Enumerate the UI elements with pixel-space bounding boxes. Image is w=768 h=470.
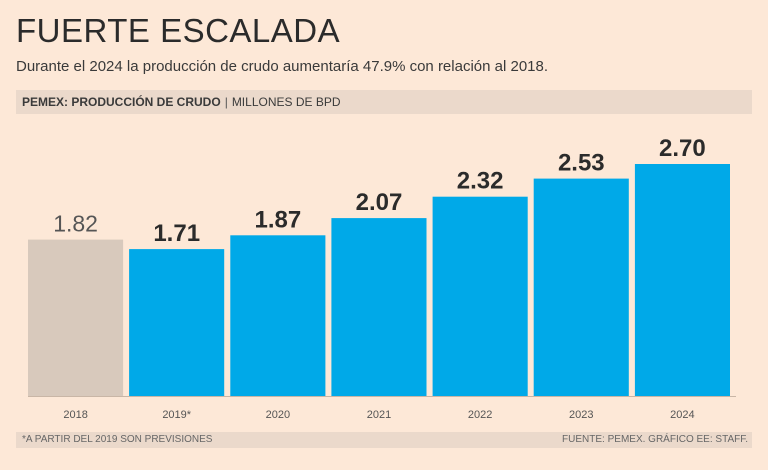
value-label-2019: 1.71 xyxy=(153,220,200,247)
source-note: FUENTE: PEMEX. GRÁFICO EE: STAFF. xyxy=(562,434,748,445)
x-tick-label-2018: 2018 xyxy=(63,409,87,421)
x-tick-label-2019: 2019* xyxy=(162,409,191,421)
x-tick-label-2020: 2020 xyxy=(266,409,290,421)
x-tick-label-2024: 2024 xyxy=(670,409,694,421)
bar-2018 xyxy=(28,239,124,396)
footer-band: *A PARTIR DEL 2019 SON PREVISIONES FUENT… xyxy=(16,432,752,448)
value-label-2020: 1.87 xyxy=(255,206,302,233)
bar-2024 xyxy=(634,164,730,396)
bar-2019 xyxy=(129,249,225,396)
unit-label: MILLONES DE BPD xyxy=(231,95,341,109)
chart-header-text: PEMEX: PRODUCCIÓN DE CRUDO | MILLONES DE B… xyxy=(22,95,341,109)
series-title: PEMEX: PRODUCCIÓN DE CRUDO xyxy=(22,95,221,109)
header-separator: | xyxy=(224,95,228,109)
bar-2020 xyxy=(230,235,326,396)
bar-2021 xyxy=(331,218,427,396)
forecast-note: *A PARTIR DEL 2019 SON PREVISIONES xyxy=(22,434,213,445)
chart-header-band: PEMEX: PRODUCCIÓN DE CRUDO | MILLONES DE B… xyxy=(16,90,752,114)
value-label-2023: 2.53 xyxy=(558,150,605,177)
chart-title: FUERTE ESCALADA xyxy=(16,12,341,49)
x-tick-label-2023: 2023 xyxy=(569,409,593,421)
value-label-2021: 2.07 xyxy=(356,189,403,216)
value-label-2022: 2.32 xyxy=(457,168,504,195)
bar-2023 xyxy=(533,178,629,396)
value-label-2024: 2.70 xyxy=(659,135,706,162)
x-tick-label-2022: 2022 xyxy=(468,409,492,421)
x-tick-label-2021: 2021 xyxy=(367,409,391,421)
chart-subtitle: Durante el 2024 la producción de crudo a… xyxy=(16,58,549,75)
value-label-2018: 1.82 xyxy=(53,211,98,237)
bar-chart: 1.82 2018 1.71 2019* 1.87 2020 2.07 2021 2.32 202… xyxy=(28,135,736,421)
bar-2022 xyxy=(432,196,528,396)
